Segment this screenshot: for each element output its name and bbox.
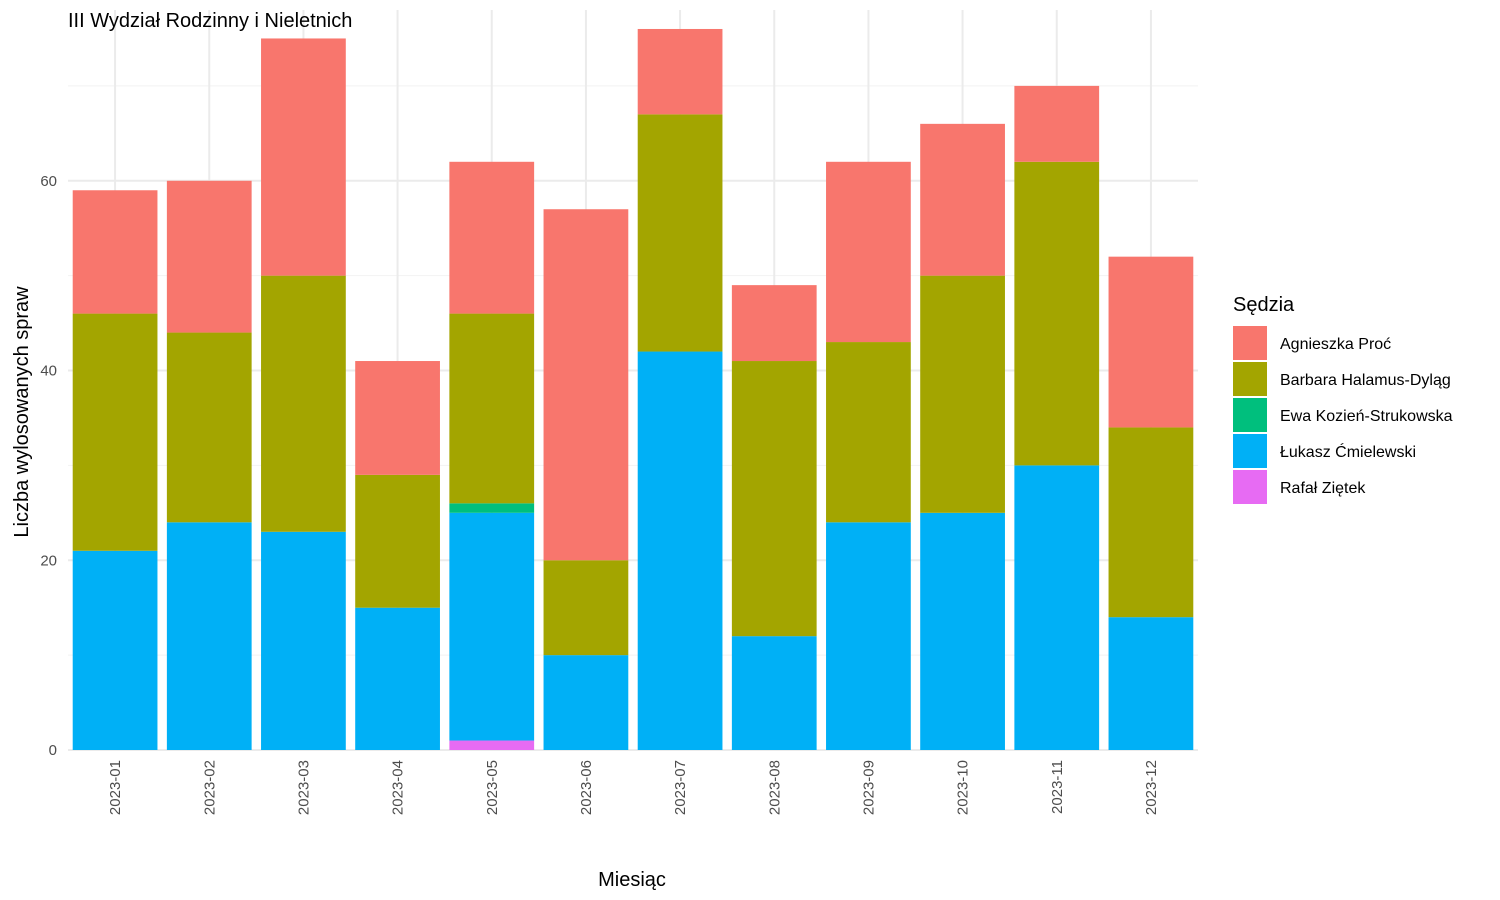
bar-segment xyxy=(449,161,535,314)
bar-segment xyxy=(920,275,1005,513)
bar-segment xyxy=(543,209,629,561)
legend-key xyxy=(1233,470,1267,504)
legend-key xyxy=(1233,362,1267,396)
x-tick-label: 2023-05 xyxy=(484,760,501,815)
legend-label: Barbara Halamus-Dyląg xyxy=(1280,372,1451,389)
x-tick-label: 2023-08 xyxy=(766,760,783,815)
bar-segment xyxy=(826,342,911,523)
bar-segment xyxy=(72,190,158,314)
chart-title: III Wydział Rodzinny i Nieletnich xyxy=(68,10,352,32)
legend-label: Łukasz Ćmielewski xyxy=(1280,442,1416,461)
bar-segment xyxy=(72,313,158,551)
bar-segment xyxy=(449,512,535,741)
bar-segment xyxy=(355,474,440,608)
legend-label: Rafał Ziętek xyxy=(1280,480,1366,497)
bar-segment xyxy=(261,38,346,276)
bar-segment xyxy=(355,361,440,475)
y-tick-label: 0 xyxy=(49,742,57,759)
bar-segment xyxy=(543,655,629,750)
bar-segment xyxy=(1014,161,1100,466)
x-tick-label: 2023-01 xyxy=(107,760,124,815)
y-axis-ticks: 0 20 40 60 xyxy=(40,173,57,759)
bar-segment xyxy=(1108,427,1194,618)
x-tick-label: 2023-12 xyxy=(1143,760,1160,815)
bar-segment xyxy=(731,636,817,750)
bar-segment xyxy=(826,161,911,343)
bar-segment xyxy=(637,28,723,115)
legend-key xyxy=(1233,398,1267,432)
x-tick-label: 2023-07 xyxy=(672,760,689,815)
bar-segment xyxy=(731,361,817,637)
bar-segment xyxy=(355,607,440,750)
legend: Sędzia Agnieszka Proć Barbara Halamus-Dyl… xyxy=(1233,294,1453,504)
y-tick-label: 40 xyxy=(40,363,57,380)
bar-segment xyxy=(166,332,252,523)
bar-segment xyxy=(449,313,535,504)
legend-label: Ewa Kozień-Strukowska xyxy=(1280,408,1453,425)
x-axis-title: Miesiąc xyxy=(598,869,666,891)
x-tick-label: 2023-04 xyxy=(390,760,407,815)
x-axis-ticks: 2023-01 2023-02 2023-03 2023-04 2023-05 2023-… xyxy=(107,760,1160,815)
bar-segment xyxy=(261,531,346,750)
y-tick-label: 20 xyxy=(40,552,57,569)
bar-segment xyxy=(449,740,535,750)
bar-segment xyxy=(1014,85,1100,162)
bar-segment xyxy=(1108,256,1194,428)
bar-segment xyxy=(920,512,1005,750)
bar-segment xyxy=(731,285,817,362)
legend-key xyxy=(1233,326,1267,360)
x-tick-label: 2023-11 xyxy=(1049,760,1066,814)
x-tick-label: 2023-06 xyxy=(578,760,595,815)
bar-segment xyxy=(637,114,723,352)
y-axis-title: Liczba wylosowanych spraw xyxy=(11,286,33,538)
x-tick-label: 2023-09 xyxy=(860,760,877,815)
bar-segment xyxy=(543,560,629,656)
bar-segment xyxy=(72,550,158,750)
x-tick-label: 2023-02 xyxy=(201,760,218,815)
bar-segment xyxy=(166,180,252,333)
y-tick-label: 60 xyxy=(40,173,57,190)
legend-label: Agnieszka Proć xyxy=(1280,336,1391,353)
x-tick-label: 2023-03 xyxy=(295,760,312,815)
bar-segment xyxy=(449,503,535,513)
bar-segment xyxy=(637,351,723,750)
bar-segment xyxy=(1108,617,1194,750)
bar-segment xyxy=(920,123,1005,276)
bars xyxy=(72,28,1194,750)
bar-segment xyxy=(166,522,252,750)
legend-key xyxy=(1233,434,1267,468)
bar-segment xyxy=(826,522,911,750)
bar-segment xyxy=(261,275,346,532)
x-tick-label: 2023-10 xyxy=(955,760,972,815)
legend-title: Sędzia xyxy=(1233,294,1295,316)
bar-segment xyxy=(1014,465,1100,750)
